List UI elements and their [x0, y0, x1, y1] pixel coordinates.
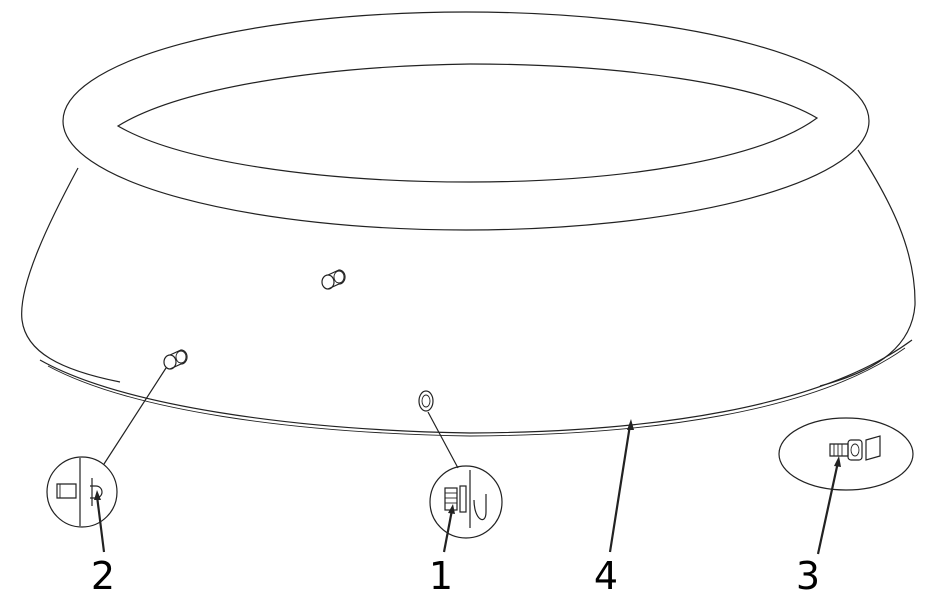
callout-label-4: 4 [594, 554, 618, 593]
detail-circle-1 [429, 465, 503, 539]
detail-circle-2 [46, 456, 118, 528]
callout-label-1: 1 [429, 554, 453, 593]
pool-bottom-edge [39, 339, 913, 434]
pool-wall-left [21, 167, 121, 383]
top-ring-inner [116, 63, 819, 183]
leader-line-1 [427, 411, 459, 469]
callout-label-3: 3 [796, 554, 820, 593]
upper-plug-icon [321, 269, 346, 290]
callout-arrow-2 [94, 490, 106, 553]
pool-wall-right [819, 149, 916, 387]
pool-bottom-edge-shadow [47, 347, 906, 437]
callout-label-2: 2 [91, 554, 115, 593]
pool-body [21, 11, 916, 437]
lower-plug-icon [163, 349, 188, 370]
leader-line-2 [103, 367, 167, 465]
callout-arrow-1 [442, 504, 455, 553]
top-ring-outer [62, 11, 870, 231]
callout-arrow-4 [608, 419, 634, 553]
callout-arrow-3 [816, 456, 841, 555]
drain-valve-icon [418, 390, 434, 412]
detail-ellipse-3 [778, 417, 914, 491]
